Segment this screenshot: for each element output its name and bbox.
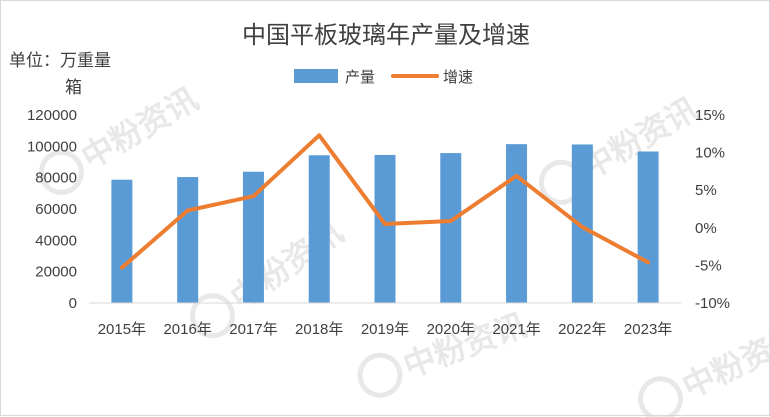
- legend: 产量 增速: [294, 68, 473, 86]
- line-series: [119, 133, 651, 270]
- watermark-logo-icon: [357, 352, 403, 398]
- right-axis: -10% -5% 0% 5% 10% 15%: [695, 107, 730, 312]
- left-tick-label: 100000: [27, 138, 77, 155]
- bar: [506, 144, 528, 303]
- x-tick-label: 2015年: [98, 321, 146, 338]
- growth-line: [119, 133, 651, 270]
- legend-label-bar: 产量: [345, 68, 375, 86]
- legend-swatch-bar: [294, 69, 338, 83]
- bar: [374, 154, 396, 303]
- watermark-4: 中粉资讯: [357, 306, 532, 398]
- right-tick-label: 15%: [695, 107, 725, 124]
- right-tick-label: 10%: [695, 145, 725, 162]
- unit-label-line2: 箱: [65, 78, 82, 98]
- x-tick-label: 2021年: [492, 321, 540, 338]
- x-tick-label: 2017年: [229, 321, 277, 338]
- bar: [308, 155, 330, 303]
- bar: [177, 177, 199, 303]
- watermark-logo-icon: [38, 149, 84, 195]
- watermark-text: 中粉资讯: [223, 213, 350, 318]
- left-tick-label: 120000: [27, 107, 77, 124]
- x-tick-label: 2022年: [558, 321, 606, 338]
- left-tick-label: 40000: [35, 232, 77, 249]
- left-axis: 0 20000 40000 60000 80000 100000 120000: [27, 107, 77, 312]
- watermark-0: 中粉资讯: [538, 90, 705, 205]
- bar: [111, 179, 133, 303]
- legend-label-line: 增速: [443, 68, 473, 86]
- bar-series: [111, 144, 659, 303]
- chart-title: 中国平板玻璃年产量及增速: [242, 21, 530, 49]
- x-tick-label: 2020年: [427, 321, 475, 338]
- left-tick-label: 0: [69, 295, 77, 312]
- bar: [637, 151, 659, 303]
- right-tick-label: 0%: [695, 220, 717, 237]
- watermark-logo-icon: [189, 293, 235, 339]
- watermark-text: 中粉资讯: [75, 80, 205, 177]
- x-tick-label: 2023年: [624, 321, 672, 338]
- watermark-text: 中粉资讯: [676, 317, 770, 406]
- left-tick-label: 80000: [35, 170, 77, 187]
- bar: [571, 144, 593, 303]
- left-tick-label: 20000: [35, 264, 77, 281]
- bar: [242, 171, 264, 303]
- x-tick-label: 2018年: [295, 321, 343, 338]
- left-tick-label: 60000: [35, 201, 77, 218]
- bar: [440, 153, 462, 303]
- x-tick-label: 2016年: [163, 321, 211, 338]
- right-tick-label: -10%: [695, 295, 730, 312]
- x-axis: 2015年 2016年 2017年 2018年 2019年 2020年 2021年 2022年…: [98, 321, 673, 338]
- right-tick-label: 5%: [695, 182, 717, 199]
- watermark-text: 中粉资讯: [398, 306, 531, 385]
- x-tick-label: 2019年: [361, 321, 409, 338]
- unit-label-line1: 单位：万重量: [9, 51, 111, 71]
- right-tick-label: -5%: [695, 257, 722, 274]
